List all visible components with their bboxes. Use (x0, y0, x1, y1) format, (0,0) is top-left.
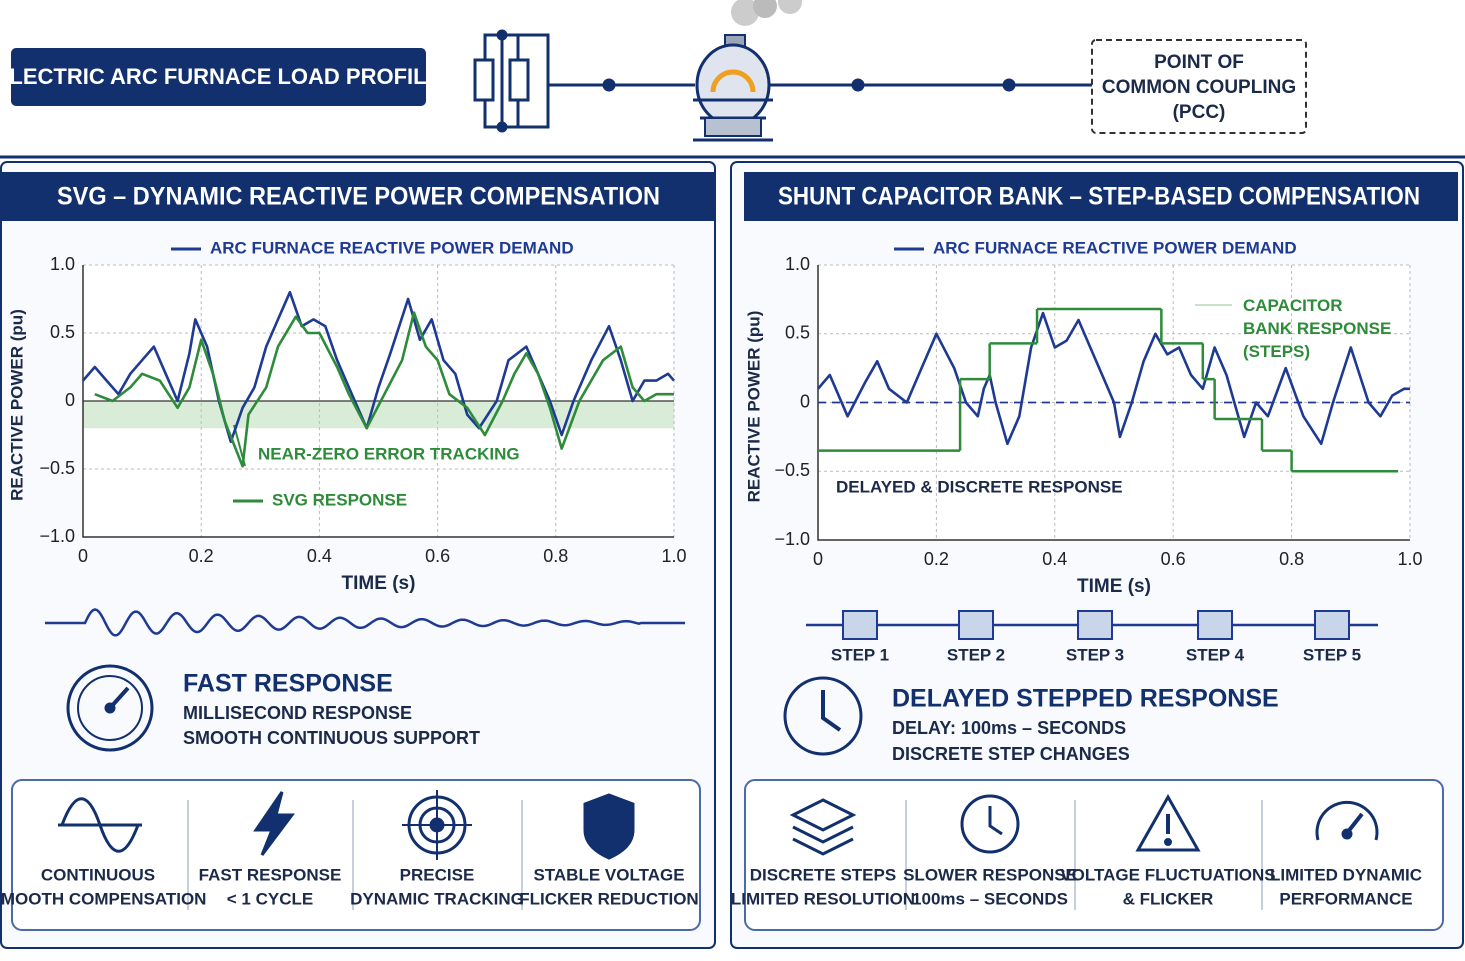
feature-label: STABLE VOLTAGE (533, 865, 684, 884)
feature-icons (58, 790, 1379, 860)
feature-label: CONTINUOUS (41, 865, 155, 884)
step-label: STEP 3 (1066, 645, 1124, 664)
legend-entry: ARC FURNACE REACTIVE POWER DEMAND (210, 238, 574, 257)
left-title-bar (1, 172, 715, 221)
y-tick-label: 1.0 (785, 254, 810, 274)
feature-label: PERFORMANCE (1279, 889, 1412, 908)
summary-heading: FAST RESPONSE (183, 670, 393, 698)
gauge-icon (66, 664, 154, 752)
series-line (94, 311, 674, 468)
feature-dividers (187, 800, 1263, 910)
step-box (1197, 610, 1233, 640)
annotation: DELAYED & DISCRETE RESPONSE (836, 477, 1123, 496)
feature-label: DYNAMIC TRACKING (350, 889, 524, 908)
x-tick-label: 0.2 (924, 549, 949, 569)
furnace-icon (693, 0, 802, 142)
circuit (473, 29, 1092, 133)
feature-label: 100ms – SECONDS (912, 889, 1068, 908)
summary-line: SMOOTH CONTINUOUS SUPPORT (183, 728, 480, 748)
x-tick-label: 0.6 (1161, 549, 1186, 569)
x-tick-label: 0.4 (1042, 549, 1067, 569)
legend-entry: SVG RESPONSE (272, 490, 407, 509)
clock-icon (783, 676, 863, 756)
x-axis-label: TIME (s) (1077, 576, 1151, 597)
header-title: ELECTRIC ARC FURNACE LOAD PROFILE (0, 64, 441, 89)
axis (817, 265, 1410, 541)
feature-label: < 1 CYCLE (227, 889, 313, 908)
y-axis-label: REACTIVE POWER (pu) (744, 311, 763, 503)
step-box (1077, 610, 1113, 640)
summary-line: DELAY: 100ms – SECONDS (892, 718, 1126, 738)
summary-line: MILLISECOND RESPONSE (183, 703, 412, 723)
feature-label: FLICKER REDUCTION (519, 889, 698, 908)
annotation: NEAR-ZERO ERROR TRACKING (258, 444, 520, 463)
step-label: STEP 1 (831, 645, 889, 664)
pcc-label: COMMON COUPLING (1102, 77, 1296, 98)
x-tick-label: 0.6 (425, 546, 450, 566)
feature-label: PRECISE (400, 865, 475, 884)
y-tick-label: −0.5 (39, 458, 75, 478)
legend-entry: ARC FURNACE REACTIVE POWER DEMAND (933, 238, 1297, 257)
step-box (1314, 610, 1350, 640)
legend-entry: CAPACITOR BANK RESPONSE (STEPS) (1243, 296, 1392, 361)
feature-label: & FLICKER (1123, 889, 1214, 908)
feature-label: DISCRETE STEPS (750, 865, 896, 884)
x-tick-label: 0.8 (1279, 549, 1304, 569)
series-line (817, 311, 1410, 446)
step-box (842, 610, 878, 640)
feature-label: VOLTAGE FLUCTUATIONS (1060, 865, 1275, 884)
step-label: STEP 2 (947, 645, 1005, 664)
x-tick-label: 0.8 (543, 546, 568, 566)
step-box (958, 610, 994, 640)
y-tick-label: 0.5 (50, 322, 75, 342)
x-tick-label: 1.0 (661, 546, 686, 566)
axis (82, 265, 674, 538)
summary-heading: DELAYED STEPPED RESPONSE (892, 685, 1279, 713)
y-axis-label: REACTIVE POWER (pu) (7, 309, 26, 501)
y-tick-label: 0 (800, 391, 810, 411)
step-label: STEP 4 (1186, 645, 1245, 664)
feature-label: LIMITED RESOLUTION (731, 889, 915, 908)
x-tick-label: 0 (813, 549, 823, 569)
right-title-bar (744, 172, 1458, 221)
y-tick-label: 1.0 (50, 254, 75, 274)
y-tick-label: 0 (65, 390, 75, 410)
wave (45, 608, 685, 637)
x-axis-label: TIME (s) (342, 573, 416, 594)
feature-label: LIMITED DYNAMIC (1270, 865, 1422, 884)
pcc-label: (PCC) (1173, 102, 1226, 123)
x-tick-label: 1.0 (1397, 549, 1422, 569)
step-label: STEP 5 (1303, 645, 1361, 664)
feature-box (744, 779, 1444, 931)
pcc-box (1091, 39, 1307, 134)
pcc-label: POINT OF (1154, 52, 1244, 73)
x-tick-label: 0.2 (189, 546, 214, 566)
header-badge (11, 48, 426, 106)
feature-box (11, 779, 701, 931)
x-tick-label: 0.4 (307, 546, 332, 566)
y-tick-label: −1.0 (39, 526, 75, 546)
feature-label: SMOOTH COMPENSATION (0, 889, 206, 908)
feature-label: FAST RESPONSE (199, 865, 342, 884)
panel-title: SVG – DYNAMIC REACTIVE POWER COMPENSATIO… (57, 183, 660, 211)
panel-title: SHUNT CAPACITOR BANK – STEP-BASED COMPEN… (778, 183, 1420, 211)
x-tick-label: 0 (78, 546, 88, 566)
summary-line: DISCRETE STEP CHANGES (892, 744, 1130, 764)
feature-label: SLOWER RESPONSE (903, 865, 1077, 884)
y-tick-label: −1.0 (774, 529, 810, 549)
y-tick-label: 0.5 (785, 323, 810, 343)
y-tick-label: −0.5 (774, 460, 810, 480)
